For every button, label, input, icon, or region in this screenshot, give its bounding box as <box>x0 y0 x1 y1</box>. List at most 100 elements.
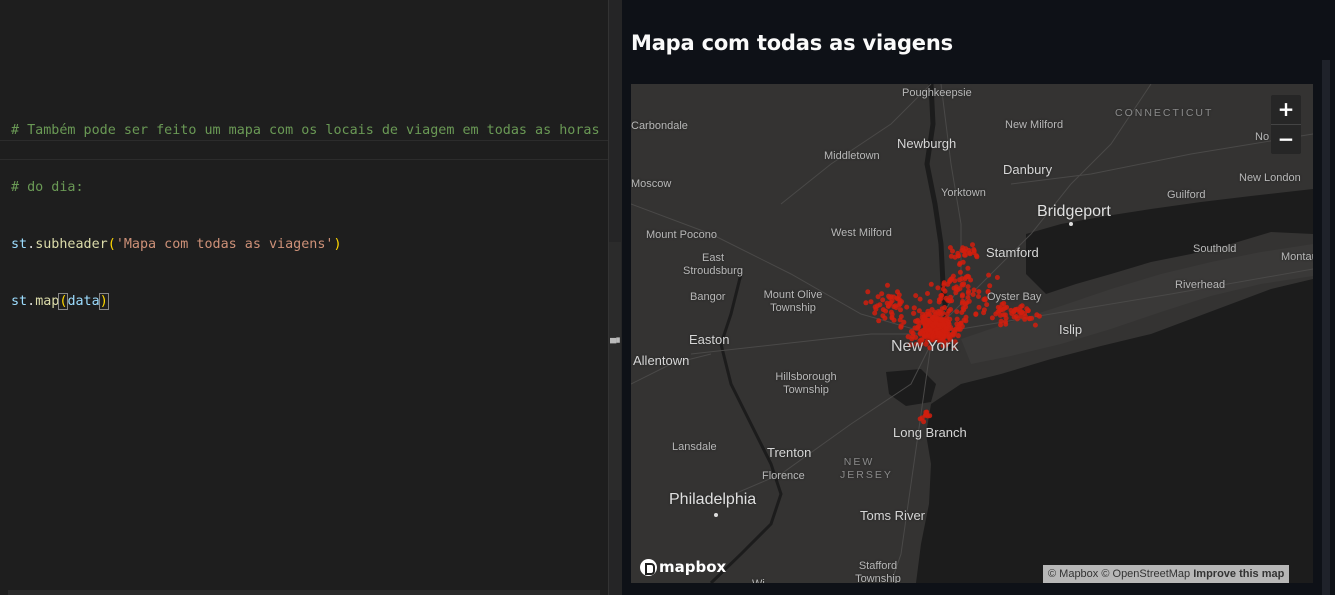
trip-point <box>965 284 971 290</box>
trip-point <box>973 312 979 317</box>
trip-point <box>885 282 890 288</box>
trip-point <box>865 289 871 295</box>
trip-point <box>924 338 930 344</box>
trip-point <box>941 282 947 288</box>
trip-point <box>1027 316 1032 322</box>
attribution-text[interactable]: © Mapbox © OpenStreetMap <box>1048 568 1191 580</box>
trip-point <box>993 311 999 317</box>
label-poughkeepsie: Poughkeepsie <box>902 87 972 99</box>
trip-point <box>961 281 967 287</box>
improve-map-link[interactable]: Improve this map <box>1193 568 1285 580</box>
atlantic-ocean <box>916 279 1313 583</box>
mapbox-logo[interactable]: mapbox <box>640 556 726 578</box>
trip-point <box>921 419 927 425</box>
trip-point <box>944 315 950 321</box>
trip-point <box>1002 312 1008 318</box>
trip-point <box>965 290 971 296</box>
code-editor[interactable]: # Também pode ser feito um mapa com os l… <box>0 0 622 595</box>
trip-point <box>908 328 915 335</box>
label-yorktown: Yorktown <box>941 187 986 199</box>
code-line-comment-1[interactable]: # Também pode ser feito um mapa com os l… <box>11 123 600 138</box>
trip-point <box>939 317 945 323</box>
trip-point <box>911 310 917 316</box>
trip-point <box>876 318 882 324</box>
label-southold: Southold <box>1193 243 1237 255</box>
label-new-milford: New Milford <box>1005 119 1064 131</box>
token-string: 'Mapa com todas as viagens' <box>115 237 334 252</box>
trip-point <box>887 295 893 300</box>
mapbox-logo-text: mapbox <box>659 558 727 576</box>
trip-point <box>872 310 878 316</box>
label-connecticut: CONNECTICUT <box>1115 107 1214 119</box>
mapbox-logo-icon <box>640 558 657 576</box>
trip-point <box>989 315 995 321</box>
trip-point <box>964 300 970 306</box>
splitter-grip-icon[interactable]: ▀▘ <box>610 338 624 348</box>
trip-point <box>943 325 949 331</box>
horizontal-scrollbar[interactable] <box>8 590 600 595</box>
label-islip: Islip <box>1059 322 1083 337</box>
trip-point <box>1003 319 1008 325</box>
label-philadelphia: Philadelphia <box>669 491 757 508</box>
trip-point <box>917 416 923 422</box>
trip-point <box>994 275 1000 280</box>
current-line-highlight <box>0 140 622 160</box>
trip-point <box>880 313 886 319</box>
trip-point <box>918 337 924 343</box>
label-stamford: Stamford <box>986 245 1039 260</box>
code-line-comment-2[interactable]: # do dia: <box>11 180 84 195</box>
trip-point <box>1024 306 1030 312</box>
trip-point <box>955 333 961 339</box>
philadelphia-dot <box>714 513 718 517</box>
trip-point <box>895 289 900 295</box>
code-block[interactable]: # Também pode ser feito um mapa com os l… <box>11 83 600 349</box>
trip-point <box>1004 304 1010 310</box>
label-hillsborough-township: Hillsborough Township <box>775 371 837 396</box>
token-map: map <box>35 294 60 309</box>
bridgeport-dot <box>1069 222 1073 226</box>
splitter-scroll-thumb[interactable] <box>609 242 621 500</box>
trip-point <box>920 318 926 324</box>
trip-point <box>935 330 941 336</box>
label-new-york: New York <box>891 338 959 355</box>
trip-point <box>981 310 987 316</box>
trip-point <box>984 302 990 308</box>
code-line-subheader[interactable]: st.subheader('Mapa com todas as viagens'… <box>11 235 600 254</box>
trip-point <box>889 315 895 321</box>
trip-point <box>944 311 950 317</box>
label-oyster-bay: Oyster Bay <box>987 291 1042 303</box>
trip-point <box>934 316 940 322</box>
trip-point <box>954 321 960 327</box>
zoom-in-button[interactable]: + <box>1271 95 1301 125</box>
trip-point <box>917 330 923 336</box>
trip-point <box>1011 314 1017 320</box>
map-canvas[interactable]: Poughkeepsie CONNECTICUT Carbondale New … <box>631 84 1313 583</box>
trip-point <box>877 302 883 308</box>
preview-scrollbar[interactable] <box>1322 60 1330 595</box>
trip-point <box>985 289 991 295</box>
trip-point <box>916 308 922 314</box>
trip-point <box>880 307 886 313</box>
label-newburgh: Newburgh <box>897 136 957 151</box>
code-line-map[interactable]: st.map(data) <box>11 292 600 311</box>
label-mount-olive-township: Mount Olive Township <box>763 289 823 314</box>
trip-point <box>998 318 1004 324</box>
trip-point <box>940 310 946 316</box>
trip-point <box>1032 322 1038 328</box>
trip-point <box>966 274 972 280</box>
zoom-out-button[interactable]: − <box>1277 127 1295 151</box>
trip-point <box>1018 304 1024 310</box>
long-island <box>961 244 1313 364</box>
trip-point <box>957 269 963 275</box>
trip-point <box>891 304 897 310</box>
trip-point <box>957 277 963 283</box>
trip-point <box>955 253 961 259</box>
label-west-milford: West Milford <box>831 227 892 239</box>
trip-point <box>927 299 933 305</box>
label-toms-river: Toms River <box>860 508 926 523</box>
label-mount-pocono: Mount Pocono <box>646 229 717 241</box>
label-bangor: Bangor <box>690 291 726 303</box>
trip-point <box>946 321 952 327</box>
trip-point <box>907 342 913 348</box>
trip-point <box>970 242 975 248</box>
